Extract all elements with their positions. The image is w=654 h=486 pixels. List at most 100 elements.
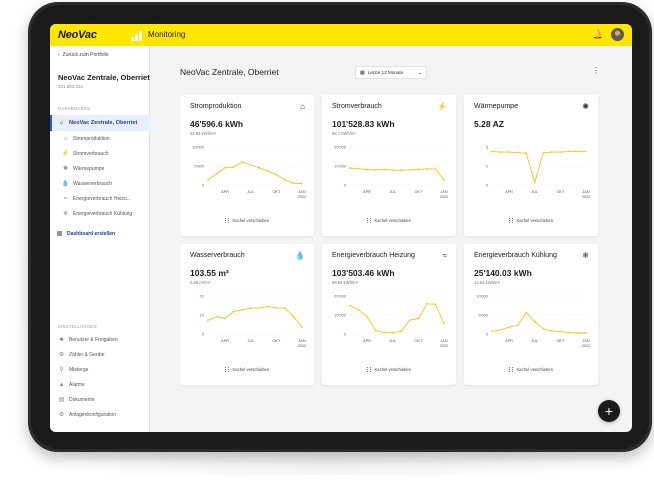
- settings-item-meters[interactable]: ⚙ Zähler & Geräte: [58, 351, 105, 359]
- data-point: [215, 315, 218, 318]
- data-point: [426, 302, 428, 305]
- data-point: [241, 160, 244, 163]
- settings-item-users[interactable]: ☻ Benutzer & Freigaben: [58, 336, 118, 343]
- sidebar-item-stromproduktion[interactable]: ⌂ Stromproduktion: [62, 135, 110, 142]
- sidebar-item-heizung[interactable]: ≈ Energieverbrauch Heizu...: [62, 195, 131, 202]
- meter-icon: ⚙: [58, 352, 65, 358]
- data-point: [292, 315, 295, 318]
- app-screen: NeoVac Monitoring 🔔 ‹ Zurück zum Portfol…: [50, 24, 632, 432]
- series-line: [207, 161, 303, 185]
- move-tile-handle[interactable]: Kachel verschieben: [464, 218, 598, 223]
- data-point: [491, 330, 493, 333]
- create-dashboard-button[interactable]: ▦ Dashboard erstellen: [56, 230, 115, 238]
- heatpump-icon: ✺: [582, 102, 589, 111]
- data-point: [408, 168, 411, 171]
- data-point: [585, 150, 587, 153]
- sidebar-item-waermepumpe[interactable]: ✺ Wärmepumpe: [62, 165, 104, 173]
- data-point: [224, 317, 226, 320]
- sidebar-item-kuehlung[interactable]: ❄ Energieverbrauch Kühlung: [62, 210, 132, 218]
- period-select[interactable]: ▦ Letzte 12 Monate ⌄: [355, 66, 427, 79]
- card-value: 103'503.46 kWh: [332, 268, 395, 278]
- add-tile-button[interactable]: +: [598, 400, 620, 422]
- chevron-left-icon: ‹: [58, 52, 60, 58]
- settings-item-label: Alarme: [69, 381, 85, 388]
- sidebar: ‹ Zurück zum Portfolio NeoVac Zentrale, …: [50, 46, 150, 432]
- settings-item-alarms[interactable]: ▲ Alarme: [58, 381, 85, 388]
- drop-icon: 💧: [61, 181, 70, 187]
- card-stromverbrauch[interactable]: Stromverbrauch ⚡ 101'528.83 kWh 58.7 kWh…: [322, 95, 456, 236]
- card-waermepumpe[interactable]: Wärmepumpe ✺ 5.28 AZ 0 2 5 APR JUL OKT JAN 2022…: [464, 95, 598, 236]
- data-point: [366, 315, 368, 318]
- data-point: [550, 329, 553, 332]
- move-tile-label: Kachel verschieben: [374, 218, 412, 223]
- data-point: [516, 151, 519, 154]
- data-point: [533, 321, 536, 323]
- move-tile-handle[interactable]: Kachel verschieben: [322, 367, 456, 372]
- settings-item-tenants[interactable]: ⚲ Mieterge: [58, 366, 88, 374]
- data-point: [499, 151, 502, 153]
- data-point: [576, 332, 579, 334]
- x-tick-label: JUL: [247, 339, 254, 343]
- card-wasserverbrauch[interactable]: Wasserverbrauch 💧 103.55 m³ 0.06 m³/m² 0…: [180, 244, 314, 385]
- settings-item-documents[interactable]: ▤ Dokumente: [58, 396, 95, 404]
- data-point: [374, 168, 377, 171]
- sidebar-item-wasserverbrauch[interactable]: 💧 Wasserverbrauch: [61, 180, 112, 188]
- move-tile-handle[interactable]: Kachel verschieben: [180, 218, 314, 223]
- move-tile-handle[interactable]: Kachel verschieben: [464, 367, 598, 372]
- user-avatar[interactable]: [611, 28, 624, 41]
- data-point: [292, 182, 295, 185]
- sidebar-item-stromverbrauch[interactable]: ⚡ Stromverbrauch: [62, 150, 109, 158]
- x-tick-label: APR: [221, 339, 229, 343]
- move-tile-handle[interactable]: Kachel verschieben: [322, 218, 456, 223]
- brand-logo[interactable]: NeoVac: [58, 29, 97, 41]
- card-title: Energieverbrauch Kühlung: [474, 252, 557, 259]
- sidebar-item-label: Wasserverbrauch: [73, 180, 112, 187]
- card-title: Stromverbrauch: [332, 103, 382, 110]
- data-point: [301, 182, 303, 185]
- x-tick-label: APR: [363, 339, 371, 343]
- drag-handle-icon: [508, 218, 514, 223]
- data-point: [357, 167, 360, 170]
- move-tile-handle[interactable]: Kachel verschieben: [180, 367, 314, 372]
- location-id: 321.853.234: [58, 84, 84, 89]
- card-title: Energieverbrauch Heizung: [332, 252, 415, 259]
- card-value: 46'596.6 kWh: [190, 119, 244, 129]
- card-heizung[interactable]: Energieverbrauch Heizung ≈ 103'503.46 kW…: [322, 244, 456, 385]
- card-kuehlung[interactable]: Energieverbrauch Kühlung ❄ 25'140.03 kWh…: [464, 244, 598, 385]
- chevron-down-icon: ⌄: [417, 69, 422, 76]
- settings-item-config[interactable]: ⚙ Anlagenkonfiguration: [58, 411, 116, 419]
- data-point: [207, 319, 209, 322]
- card-stromproduktion[interactable]: Stromproduktion ⌂ 46'596.6 kWh 26.94 kWh…: [180, 95, 314, 236]
- sidebar-item-label: Stromverbrauch: [73, 150, 109, 157]
- x-tick-label: OKT: [556, 190, 564, 194]
- settings-item-label: Zähler & Geräte: [69, 351, 105, 358]
- drag-handle-icon: [366, 218, 372, 223]
- y-tick-label: 0: [202, 332, 205, 337]
- x-tick-label: APR: [505, 339, 513, 343]
- app-title: Monitoring: [148, 30, 186, 39]
- heating-icon: ≈: [442, 251, 447, 260]
- y-tick-label: 20'000: [334, 294, 347, 299]
- settings-item-label: Benutzer & Freigaben: [69, 336, 118, 343]
- bolt-icon: ⚡: [437, 102, 447, 111]
- heatpump-icon: ✺: [62, 166, 69, 172]
- data-point: [391, 331, 394, 334]
- move-tile-label: Kachel verschieben: [516, 367, 554, 372]
- y-tick-label: 0: [486, 183, 489, 188]
- data-point: [366, 168, 368, 171]
- sidebar-item-main-dashboard[interactable]: ⌂ NeoVac Zentrale, Oberriet: [58, 119, 138, 126]
- data-point: [408, 319, 411, 322]
- data-point: [434, 168, 437, 171]
- notification-bell-icon[interactable]: 🔔: [592, 29, 604, 39]
- back-to-portfolio-link[interactable]: ‹ Zurück zum Portfolio: [58, 52, 109, 58]
- more-options-icon[interactable]: ⋮: [592, 66, 600, 75]
- x-tick-label: OKT: [414, 339, 422, 343]
- x-tick-label: OKT: [272, 190, 280, 194]
- data-point: [224, 166, 226, 169]
- series-line: [491, 150, 586, 183]
